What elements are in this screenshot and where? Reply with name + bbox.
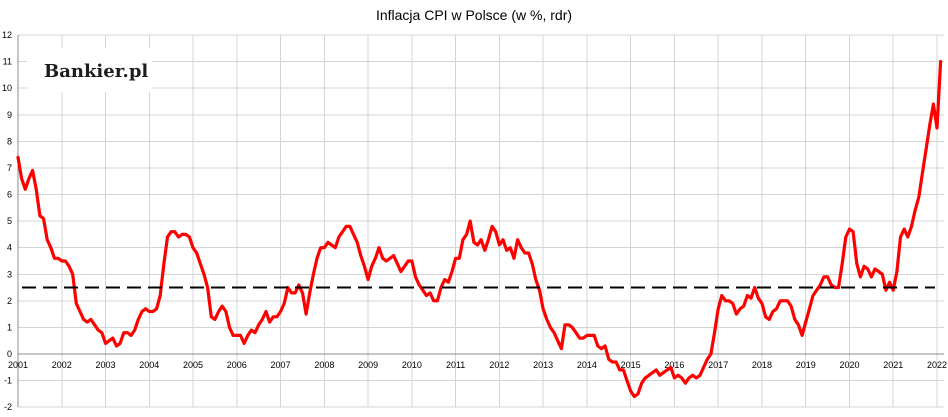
y-tick-label: 2 — [7, 296, 12, 306]
x-tick-label: 2014 — [577, 360, 597, 370]
y-tick-label: 0 — [7, 349, 12, 359]
brand-logo: Bankier.pl — [44, 61, 148, 82]
y-tick-label: 4 — [7, 243, 12, 253]
x-tick-label: 2008 — [314, 360, 334, 370]
series-lines — [16, 60, 943, 399]
gridlines — [17, 34, 944, 408]
y-tick-label: 9 — [7, 110, 12, 120]
x-tick-label: 2016 — [664, 360, 684, 370]
x-tick-label: 2002 — [52, 360, 72, 370]
y-tick-label: 8 — [7, 136, 12, 146]
y-tick-label: 7 — [7, 163, 12, 173]
x-tick-label: 2019 — [796, 360, 816, 370]
y-tick-label: 5 — [7, 216, 12, 226]
x-tick-label: 2018 — [752, 360, 772, 370]
y-tick-label: 10 — [2, 83, 12, 93]
x-tick-label: 2003 — [96, 360, 116, 370]
x-tick-label: 2009 — [358, 360, 378, 370]
x-tick-label: 2013 — [533, 360, 553, 370]
x-tick-label: 2005 — [183, 360, 203, 370]
y-tick-label: -2 — [4, 402, 12, 412]
y-tick-label: 3 — [7, 269, 12, 279]
y-tick-label: 6 — [7, 190, 12, 200]
chart-title: Inflacja CPI w Polsce (w %, rdr) — [376, 7, 572, 23]
x-axis-ticks: 2001 2002 2003 2004 2005 2006 2007 2008 2009 2010… — [8, 360, 947, 370]
y-tick-label: 12 — [2, 30, 12, 40]
x-tick-label: 2010 — [402, 360, 422, 370]
cpi-series-line — [16, 60, 943, 399]
x-tick-label: 2021 — [883, 360, 903, 370]
brand-logo-box — [27, 48, 152, 92]
y-tick-label: 11 — [3, 57, 12, 67]
x-tick-label: 2015 — [621, 360, 641, 370]
x-tick-label: 2012 — [489, 360, 509, 370]
x-tick-label: 2011 — [446, 360, 465, 370]
x-tick-label: 2020 — [839, 360, 859, 370]
x-tick-label: 2017 — [708, 360, 728, 370]
y-tick-label: 1 — [7, 322, 12, 332]
x-tick-label: 2004 — [139, 360, 159, 370]
y-tick-label: -1 — [4, 376, 12, 386]
x-tick-label: 2007 — [271, 360, 291, 370]
x-tick-label: 2006 — [227, 360, 247, 370]
x-tick-label: 2022 — [927, 360, 947, 370]
